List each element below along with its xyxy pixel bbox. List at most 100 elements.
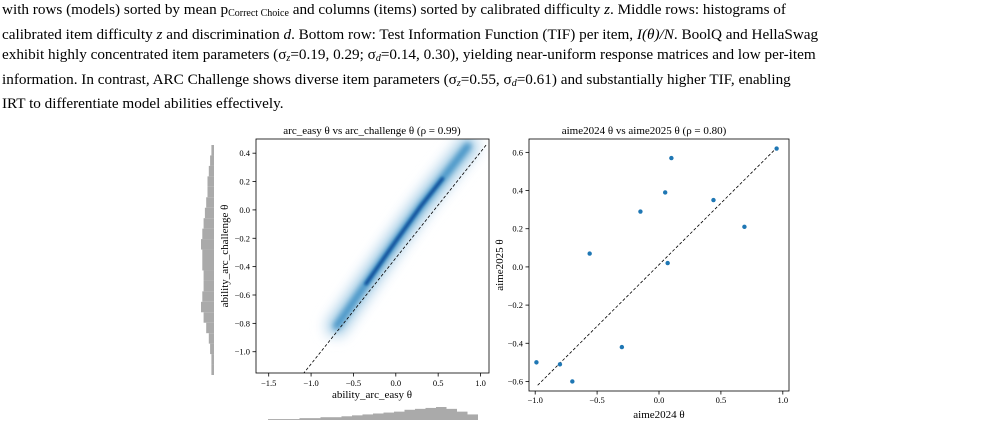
- y-hist-bar: [203, 218, 214, 229]
- caption-text: exhibit highly concentrated item paramet…: [2, 46, 287, 63]
- y-tick-label: −0.2: [508, 300, 523, 310]
- x-tick-label: −1.5: [261, 378, 276, 388]
- figure-caption: with rows (models) sorted by mean pCorre…: [2, 0, 982, 115]
- scatter-point: [638, 209, 643, 214]
- x-tick-label: −1.0: [527, 395, 542, 405]
- right-y-ticks: 0.6 0.4 0.2 0.0 −0.2 −0.4 −0.6: [508, 147, 529, 386]
- y-tick-label: 0.0: [512, 262, 523, 272]
- scatter-point: [774, 146, 779, 151]
- caption-subscript: z: [456, 77, 461, 89]
- x-hist-bar: [425, 407, 436, 420]
- scatter-point: [669, 155, 674, 161]
- caption-math: z: [604, 1, 611, 18]
- y-hist-bar: [202, 228, 214, 240]
- x-tick-label: 0.0: [654, 395, 665, 405]
- y-hist-bar: [208, 165, 214, 177]
- caption-text: IRT to differentiate model abilities eff…: [2, 95, 284, 112]
- y-hist-bar: [204, 207, 214, 219]
- scatter-point: [534, 360, 539, 365]
- x-tick-label: −0.5: [589, 395, 604, 405]
- y-hist-bar: [203, 270, 214, 281]
- y-hist-bar: [211, 364, 214, 375]
- scatter-point: [742, 224, 747, 230]
- left-y-ticks: 0.4 0.2 0.0 −0.2 −0.4 −0.6 −0.8 −1.0: [235, 148, 256, 357]
- x-tick-label: 0.5: [433, 378, 444, 388]
- caption-text: . Middle rows: histograms of: [610, 1, 786, 18]
- left-plot-frame: [255, 138, 490, 374]
- y-tick-label: −0.4: [508, 338, 524, 348]
- y-hist-bar: [201, 239, 214, 250]
- x-tick-label: 0.0: [390, 378, 401, 388]
- caption-math: p: [220, 1, 229, 18]
- left-y-axis-label: ability_arc_challenge θ: [219, 205, 231, 308]
- y-hist-bar: [202, 291, 214, 302]
- left-density-heatmap: [323, 139, 481, 340]
- left-chart: arc_easy θ vs arc_challenge θ (ρ = 0.99)…: [201, 125, 490, 420]
- y-hist-bar: [206, 197, 214, 208]
- caption-math: z: [156, 25, 163, 43]
- scatter-point: [587, 251, 592, 256]
- x-tick-label: 1.0: [475, 378, 486, 388]
- left-x-axis-label: ability_arc_easy θ: [332, 389, 412, 401]
- caption-text: =0.14, 0.30), yielding near-uniform resp…: [380, 46, 816, 63]
- x-hist-bar: [299, 418, 310, 420]
- y-hist-bar: [210, 343, 214, 355]
- y-tick-label: −1.0: [235, 347, 250, 357]
- x-hist-bar: [383, 412, 394, 420]
- right-scatter-points: [534, 146, 779, 384]
- caption-subscript: d: [375, 53, 381, 64]
- caption-subscript: Correct Choice: [228, 8, 289, 19]
- y-tick-label: 0.6: [512, 147, 523, 157]
- x-hist-bar: [268, 419, 279, 420]
- density-core: [364, 176, 445, 286]
- caption-subscript: z: [286, 53, 291, 64]
- x-hist-bar: [289, 419, 300, 420]
- scatter-point: [665, 260, 670, 266]
- y-tick-label: 0.0: [239, 205, 250, 215]
- caption-line-3: exhibit highly concentrated item paramet…: [2, 45, 982, 70]
- x-hist-bar: [404, 409, 415, 420]
- y-tick-label: 0.4: [512, 186, 523, 196]
- right-x-ticks: −1.0 −0.5 0.0 0.5 1.0: [527, 391, 788, 405]
- x-hist-bar: [394, 411, 405, 420]
- x-hist-bar: [446, 408, 457, 420]
- right-chart: aime2024 θ vs aime2025 θ (ρ = 0.80) −1.0…: [494, 125, 790, 421]
- x-hist-bar: [457, 411, 468, 420]
- scatter-point: [662, 190, 668, 195]
- caption-text: and columns (items) sorted by calibrated…: [288, 1, 605, 18]
- right-chart-title: aime2024 θ vs aime2025 θ (ρ = 0.80): [562, 125, 727, 137]
- caption-line-1: with rows (models) sorted by mean pCorre…: [2, 0, 982, 25]
- x-hist-bar: [320, 417, 331, 420]
- y-hist-bar: [211, 145, 214, 156]
- caption-text: and discrimination: [162, 25, 284, 43]
- caption-line-2: calibrated item difficulty z and discrim…: [2, 25, 982, 46]
- caption-text: . BoolQ and HellaSwag: [673, 25, 819, 43]
- caption-text: with rows (models) sorted by mean: [2, 1, 221, 18]
- x-hist-bar: [278, 419, 289, 420]
- y-hist-bar: [207, 176, 214, 187]
- caption-text: information. In contrast, ARC Challenge …: [2, 70, 457, 88]
- caption-line-5: IRT to differentiate model abilities eff…: [2, 94, 982, 115]
- left-chart-title: arc_easy θ vs arc_challenge θ (ρ = 0.99): [283, 125, 461, 137]
- y-tick-label: 0.2: [239, 177, 250, 187]
- y-tick-label: −0.2: [235, 233, 250, 243]
- y-hist-bar: [201, 301, 214, 313]
- scatter-point: [570, 379, 575, 384]
- left-x-ticks: −1.5 −1.0 −0.5 0.0 0.5 1.0: [261, 373, 486, 388]
- y-tick-label: 0.4: [239, 148, 250, 158]
- x-hist-bar: [467, 414, 478, 420]
- scatter-point: [557, 362, 563, 367]
- caption-text: =0.55, σ: [460, 70, 512, 88]
- left-identity-line: [303, 144, 487, 373]
- scatter-point: [711, 197, 716, 203]
- y-tick-label: −0.6: [508, 376, 523, 386]
- x-hist-bar: [415, 408, 426, 420]
- scatter-point: [619, 344, 625, 350]
- y-hist-bar: [206, 322, 214, 334]
- caption-text: =0.19, 0.29; σ: [290, 46, 376, 63]
- caption-text: calibrated item difficulty: [2, 25, 157, 43]
- x-hist-bar: [352, 415, 363, 420]
- y-hist-bar: [202, 249, 214, 260]
- x-hist-bar: [373, 413, 384, 420]
